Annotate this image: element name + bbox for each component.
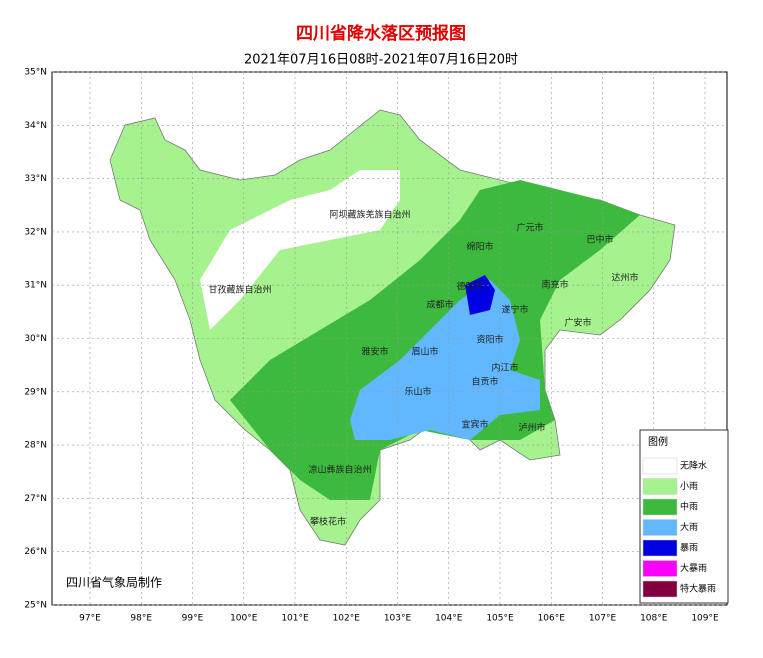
lon-label: 100°E bbox=[230, 614, 258, 624]
place-label: 绵阳市 bbox=[466, 241, 493, 253]
lat-label: 34°N bbox=[24, 121, 47, 131]
legend-swatch bbox=[642, 478, 678, 495]
legend-swatch bbox=[642, 457, 678, 475]
legend-swatch bbox=[642, 519, 678, 536]
legend-swatch bbox=[642, 498, 678, 516]
legend-label: 中雨 bbox=[680, 501, 698, 513]
lon-label: 108°E bbox=[640, 614, 668, 624]
lon-label: 99°E bbox=[182, 614, 204, 624]
place-label: 眉山市 bbox=[411, 346, 438, 358]
legend-swatch bbox=[642, 560, 678, 577]
lon-label: 102°E bbox=[333, 614, 361, 624]
lat-label: 26°N bbox=[24, 547, 47, 557]
place-label: 遂宁市 bbox=[501, 304, 528, 316]
place-label: 德阳市 bbox=[456, 281, 483, 293]
lon-label: 98°E bbox=[130, 614, 152, 624]
lon-label: 97°E bbox=[79, 614, 101, 624]
lat-label: 32°N bbox=[24, 227, 47, 237]
lat-label: 30°N bbox=[24, 334, 47, 344]
legend-label: 大暴雨 bbox=[680, 562, 707, 574]
place-label: 宜宾市 bbox=[461, 419, 488, 431]
place-label: 南充市 bbox=[541, 279, 568, 291]
place-label: 雅安市 bbox=[361, 346, 388, 358]
credit: 四川省气象局制作 bbox=[66, 575, 162, 590]
place-label: 自贡市 bbox=[471, 376, 498, 388]
lat-label: 25°N bbox=[24, 601, 47, 611]
place-label: 阿坝藏族羌族自治州 bbox=[329, 209, 410, 221]
place-label: 凉山彝族自治州 bbox=[308, 464, 371, 476]
lat-label: 31°N bbox=[24, 281, 47, 291]
legend-label: 特大暴雨 bbox=[680, 583, 716, 595]
lat-label: 28°N bbox=[24, 441, 47, 451]
lat-label: 35°N bbox=[24, 68, 47, 78]
lon-label: 101°E bbox=[281, 614, 309, 624]
place-label: 成都市 bbox=[426, 299, 453, 311]
place-label: 攀枝花市 bbox=[310, 516, 346, 528]
lat-label: 33°N bbox=[24, 174, 47, 184]
lat-label: 29°N bbox=[24, 387, 47, 397]
lon-label: 105°E bbox=[486, 614, 514, 624]
map-subtitle: 2021年07月16日08时-2021年07月16日20时 bbox=[244, 53, 518, 68]
lon-label: 103°E bbox=[384, 614, 412, 624]
heavy-rain-area bbox=[350, 280, 540, 440]
lon-label: 109°E bbox=[691, 614, 719, 624]
place-label: 泸州市 bbox=[518, 422, 545, 434]
no-rain-area bbox=[200, 170, 400, 330]
place-label: 巴中市 bbox=[586, 234, 613, 246]
place-label: 甘孜藏族自治州 bbox=[208, 284, 271, 296]
legend-label: 无降水 bbox=[680, 460, 707, 472]
legend-box bbox=[639, 429, 729, 604]
place-label: 广安市 bbox=[564, 317, 591, 329]
place-label: 资阳市 bbox=[476, 334, 503, 346]
legend-title: 图例 bbox=[648, 435, 668, 448]
lon-label: 106°E bbox=[538, 614, 566, 624]
place-label: 乐山市 bbox=[404, 386, 431, 398]
legend-swatch bbox=[642, 580, 678, 598]
place-label: 达州市 bbox=[611, 272, 638, 284]
legend-label: 大雨 bbox=[680, 521, 698, 533]
lon-label: 104°E bbox=[435, 614, 463, 624]
map-title: 四川省降水落区预报图 bbox=[296, 23, 466, 44]
legend-label: 小雨 bbox=[680, 481, 698, 492]
legend-label: 暴雨 bbox=[680, 543, 698, 554]
place-label: 内江市 bbox=[491, 362, 518, 374]
lat-label: 27°N bbox=[24, 494, 47, 504]
place-label: 广元市 bbox=[516, 222, 543, 234]
lon-label: 107°E bbox=[589, 614, 617, 624]
legend-swatch bbox=[642, 539, 678, 557]
